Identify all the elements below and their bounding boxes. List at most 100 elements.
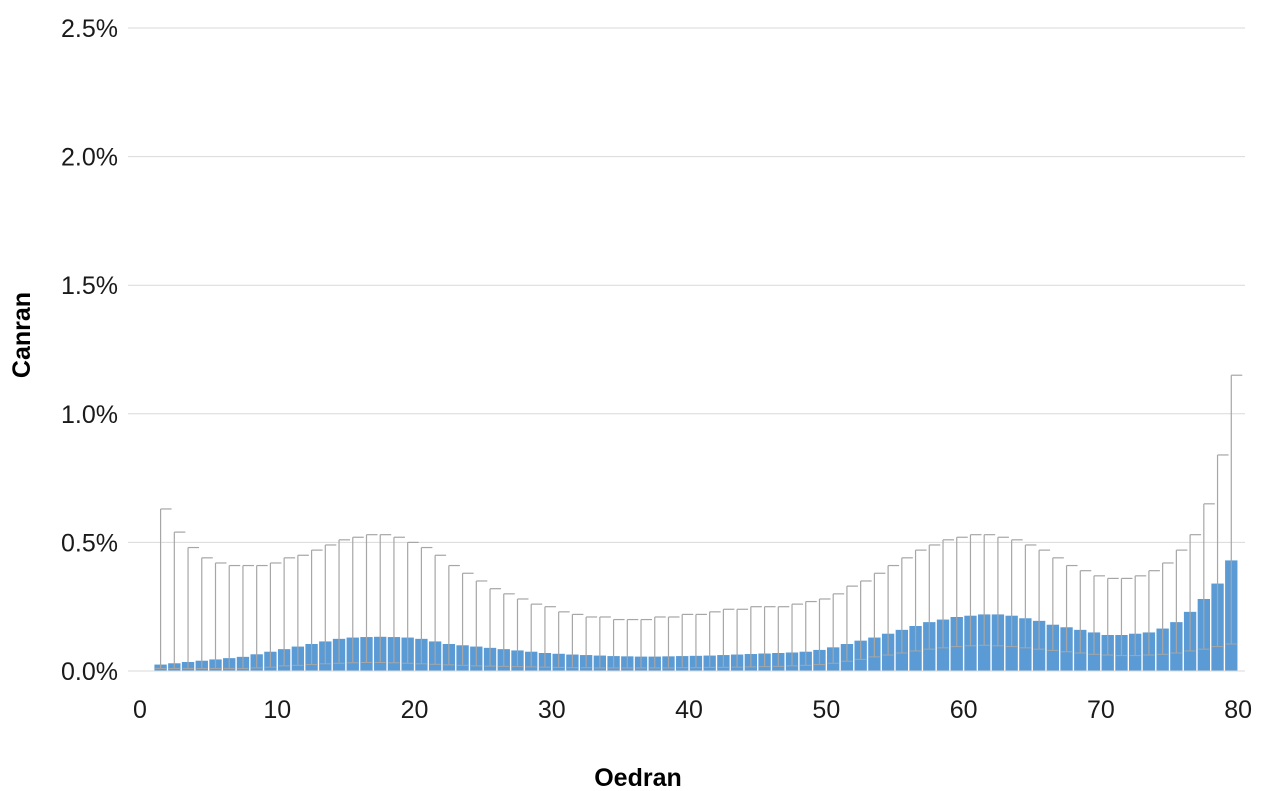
error-bar xyxy=(237,564,254,669)
x-tick-label: 30 xyxy=(538,696,566,724)
error-bar xyxy=(662,616,680,669)
error-bar xyxy=(1061,564,1078,653)
error-bar xyxy=(1102,577,1119,656)
error-bar xyxy=(1170,549,1188,654)
x-tick-label: 40 xyxy=(675,696,703,724)
error-bar xyxy=(511,598,529,668)
error-bar xyxy=(786,603,804,667)
error-bar xyxy=(306,549,323,666)
error-bar xyxy=(1129,575,1147,657)
y-tick-labels: 0.0% 0.5% 1.0% 1.5% 2.0% 2.5% xyxy=(61,15,118,686)
error-bar xyxy=(251,564,268,669)
error-bar xyxy=(882,564,900,656)
error-bar xyxy=(470,580,488,667)
error-bar xyxy=(704,611,721,668)
gridlines xyxy=(128,27,1245,543)
error-bar xyxy=(745,606,762,668)
error-bar xyxy=(429,554,447,665)
error-bar xyxy=(182,546,200,669)
error-bar xyxy=(1047,557,1064,651)
error-bar xyxy=(539,606,556,668)
error-bar xyxy=(855,580,872,660)
error-bar xyxy=(443,564,460,666)
error-bar xyxy=(608,618,625,669)
error-bar xyxy=(388,536,405,664)
x-tick-label: 10 xyxy=(263,696,291,724)
x-tick-label: 80 xyxy=(1224,696,1252,724)
error-bar xyxy=(1019,544,1037,649)
error-bar xyxy=(759,606,776,668)
y-tick-label: 1.5% xyxy=(61,272,118,300)
error-bar xyxy=(1115,577,1133,657)
x-tick-label: 50 xyxy=(812,696,840,724)
error-bar xyxy=(1074,570,1092,654)
error-bar xyxy=(223,564,241,669)
y-tick-label: 2.5% xyxy=(61,15,118,43)
error-bar xyxy=(923,544,941,650)
error-bar xyxy=(278,557,296,667)
error-bar xyxy=(717,608,735,668)
y-tick-label: 2.0% xyxy=(61,144,118,172)
error-bar xyxy=(813,598,831,666)
error-bar xyxy=(1212,454,1229,648)
error-bar xyxy=(690,613,707,669)
error-bar xyxy=(498,593,515,667)
error-bar xyxy=(841,585,858,662)
error-bar xyxy=(264,562,282,668)
error-bar xyxy=(1006,539,1023,648)
error-bar xyxy=(402,541,419,664)
error-bar xyxy=(800,600,817,666)
error-bar xyxy=(951,536,968,648)
x-tick-label: 0 xyxy=(133,696,147,724)
error-bar xyxy=(1184,534,1202,652)
error-bar xyxy=(580,616,598,669)
error-bars-layer xyxy=(155,374,1243,669)
error-bar xyxy=(964,534,982,647)
error-bar xyxy=(209,562,227,669)
error-bar xyxy=(415,546,433,665)
error-bar xyxy=(978,534,996,646)
error-bar xyxy=(155,508,172,669)
error-bar xyxy=(319,544,337,665)
error-bar xyxy=(676,613,694,669)
error-bar xyxy=(635,618,653,669)
error-bar xyxy=(772,606,790,667)
error-bar xyxy=(649,616,666,669)
error-bar xyxy=(896,557,913,654)
error-bar xyxy=(1088,575,1106,655)
error-bar xyxy=(553,611,570,668)
error-bar xyxy=(910,549,927,652)
error-bar xyxy=(827,593,845,664)
error-bar xyxy=(566,613,584,669)
error-bar xyxy=(1198,503,1215,650)
error-bar xyxy=(525,603,543,668)
error-bar xyxy=(1225,374,1243,645)
y-tick-label: 1.0% xyxy=(61,401,118,429)
error-bar xyxy=(347,536,364,664)
error-bar xyxy=(1143,570,1160,656)
error-bar xyxy=(731,608,749,668)
error-bar xyxy=(937,539,955,649)
x-tick-label: 60 xyxy=(950,696,978,724)
error-bar xyxy=(992,536,1009,647)
error-bar xyxy=(360,534,378,664)
error-bar xyxy=(457,572,474,666)
y-tick-label: 0.0% xyxy=(61,658,118,686)
error-bar xyxy=(374,534,392,664)
x-tick-label: 20 xyxy=(401,696,429,724)
y-axis-title: Canran xyxy=(8,292,36,378)
error-bar xyxy=(333,539,351,664)
x-tick-label: 70 xyxy=(1087,696,1115,724)
error-bar xyxy=(868,572,886,658)
error-bar xyxy=(292,554,309,666)
x-tick-labels: 0 10 20 30 40 50 60 70 80 xyxy=(133,696,1252,724)
x-axis-title: Oedran xyxy=(594,764,682,791)
error-bar xyxy=(1157,562,1174,655)
error-bar xyxy=(196,557,213,669)
error-bar xyxy=(594,616,611,669)
error-bar xyxy=(1033,549,1051,650)
y-tick-label: 0.5% xyxy=(61,529,118,557)
error-bar xyxy=(621,618,639,669)
error-bar xyxy=(484,588,502,667)
